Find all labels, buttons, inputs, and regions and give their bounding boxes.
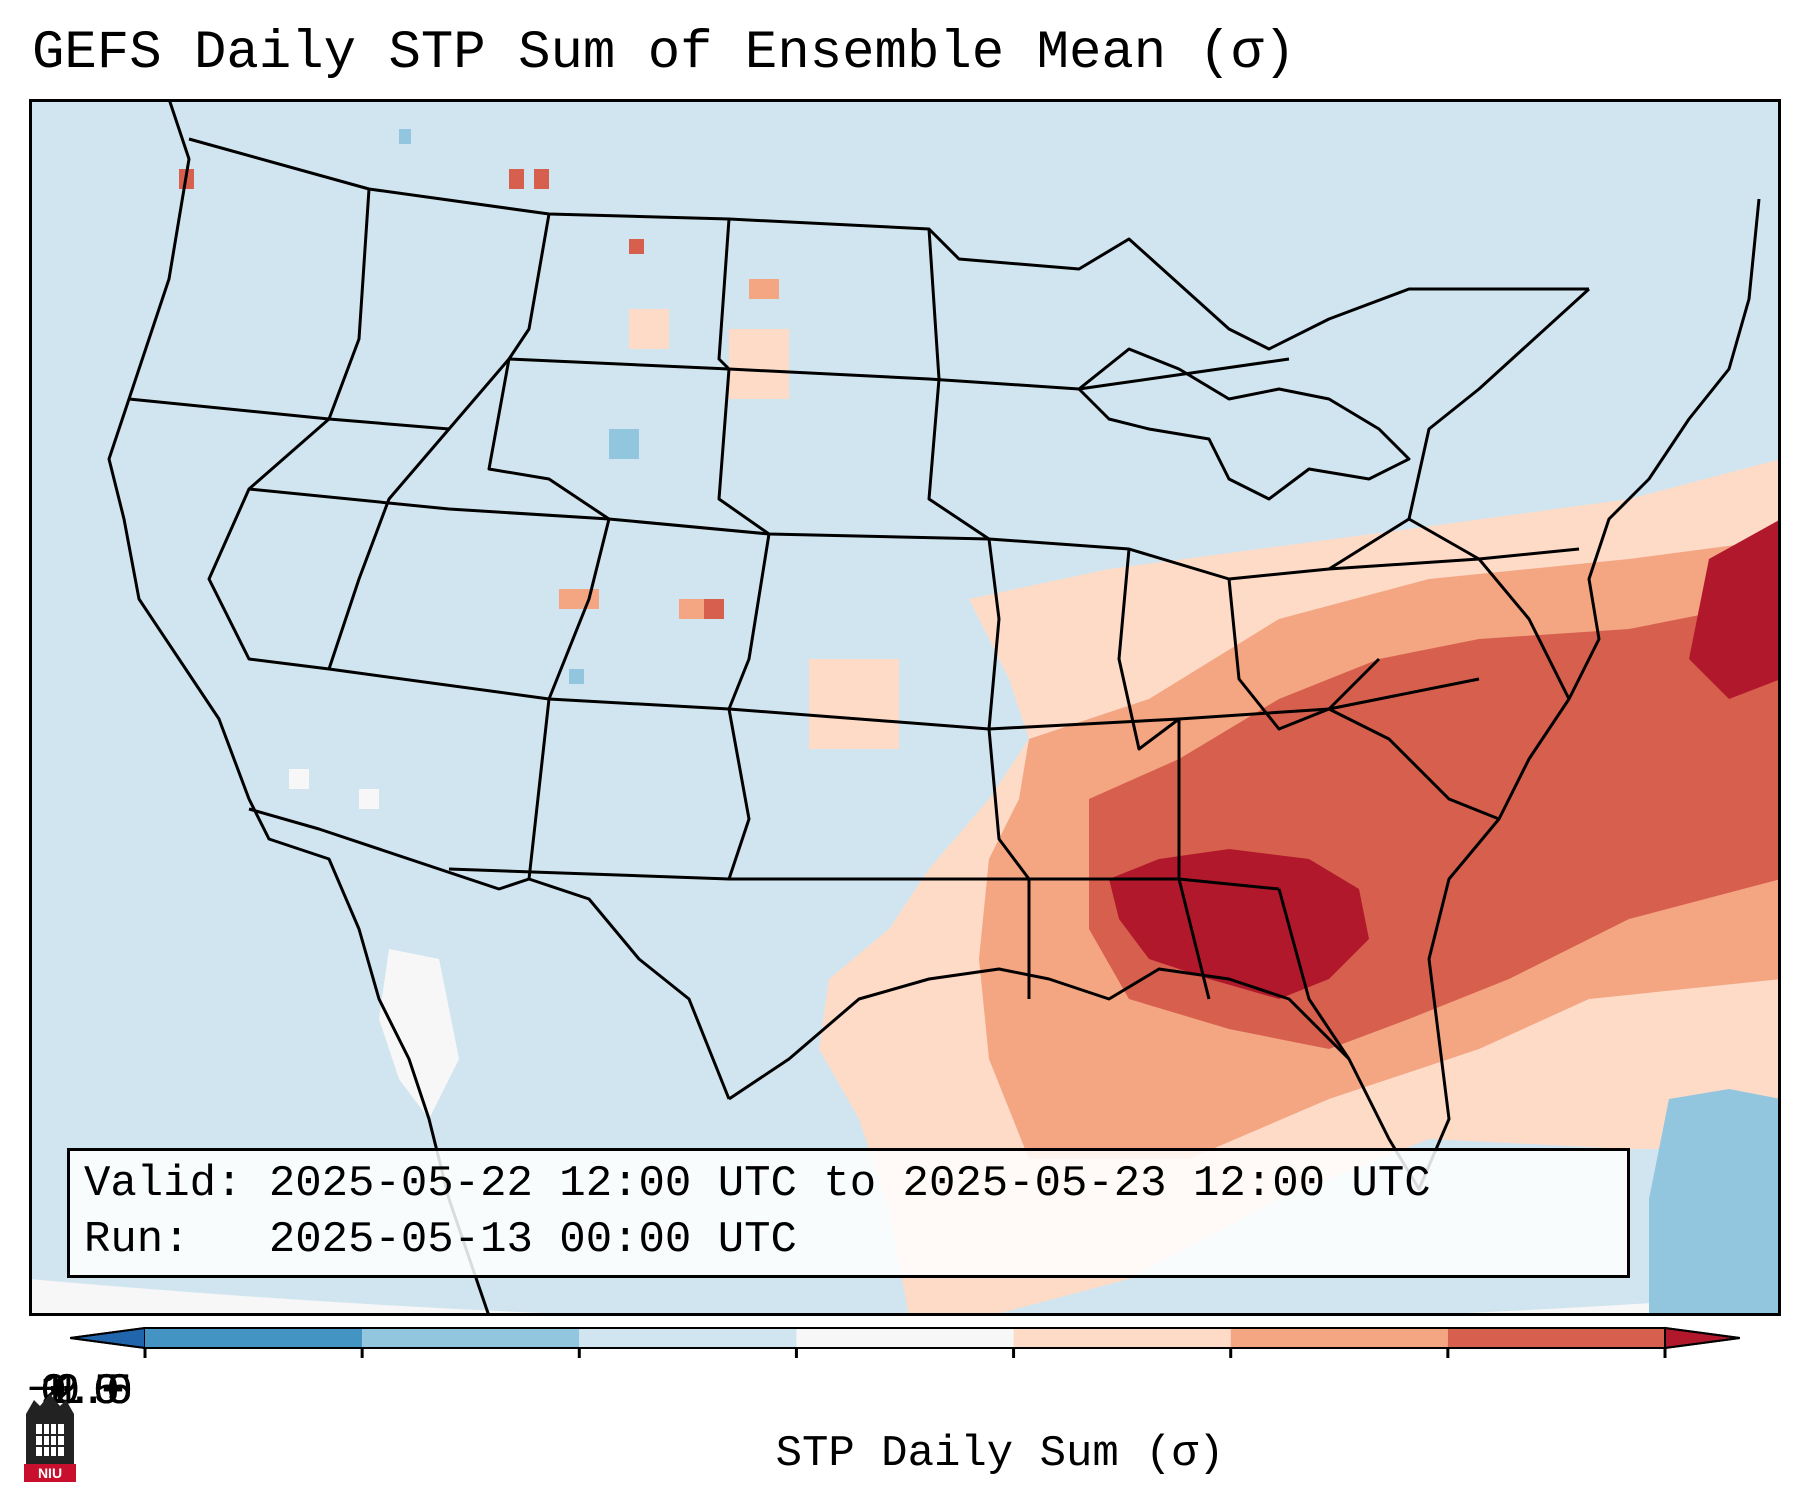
state-line: [927, 228, 1031, 999]
colorbar: [70, 1326, 1740, 1358]
anomaly-cell: [729, 329, 789, 399]
run-label: Run:: [84, 1215, 190, 1265]
anomaly-cell: [749, 279, 779, 299]
border-canada: [188, 137, 1589, 351]
border-mexico: [248, 807, 731, 1100]
anomaly-cell: [359, 789, 379, 809]
state-line: [1328, 707, 1500, 821]
anomaly-darkred-offshore: [1689, 519, 1781, 699]
state-line: [1277, 888, 1351, 1060]
boundaries: [107, 99, 1761, 1316]
anomaly-cell: [569, 669, 584, 684]
anomaly-darkred-region: [1109, 849, 1369, 999]
anomaly-cell: [399, 129, 411, 144]
state-line: [1407, 287, 1591, 520]
colorbar-extend-low: [70, 1326, 146, 1350]
coastline-gulf: [728, 198, 1761, 1191]
great-lakes-outline: [1077, 347, 1411, 501]
colorbar-segment: [579, 1328, 797, 1348]
anomaly-cell: [629, 309, 669, 349]
anomaly-cell: [509, 169, 524, 189]
anomaly-white-mexico: [379, 949, 459, 1119]
colorbar-label: STP Daily Sum (σ): [775, 1429, 1225, 1479]
anomaly-cell: [534, 169, 549, 189]
logo-text: NIU: [38, 1465, 62, 1481]
state-line: [487, 213, 611, 880]
colorbar-extend-high: [1664, 1326, 1740, 1350]
anomaly-cell: [809, 659, 899, 749]
colorbar-segment: [362, 1328, 580, 1348]
valid-label: Valid:: [84, 1159, 243, 1209]
colorbar-segment: [1230, 1328, 1448, 1348]
colorbar-segment: [796, 1328, 1014, 1348]
valid-value: 2025-05-22 12:00 UTC to 2025-05-23 12:00…: [268, 1159, 1431, 1209]
state-line: [207, 188, 451, 671]
colorbar-segments: [70, 1326, 1740, 1350]
anomaly-cell: [679, 599, 709, 619]
valid-line: Valid: 2025-05-22 12:00 UTC to 2025-05-2…: [84, 1157, 1431, 1211]
anomaly-cell: [289, 769, 309, 789]
anomaly-cell: [704, 599, 724, 619]
logo-window-grid: [36, 1424, 64, 1456]
state-line: [717, 218, 771, 880]
colorbar-segment: [1013, 1328, 1231, 1348]
colorbar-segment: [1447, 1328, 1665, 1348]
plot-title: GEFS Daily STP Sum of Ensemble Mean (σ): [32, 23, 1296, 84]
map-panel: [29, 99, 1781, 1316]
state-line: [1117, 548, 1211, 1000]
coastline-west: [107, 99, 491, 1316]
map-frame: [29, 99, 1781, 1316]
anomaly-cell: [609, 429, 639, 459]
anomaly-cell: [559, 589, 599, 609]
anomaly-cell: [629, 239, 644, 254]
colorbar-tick-marks: [143, 1348, 1667, 1358]
state-line: [1227, 578, 1381, 731]
anomaly-blue-offshore: [1649, 1089, 1781, 1316]
state-line: [1328, 517, 1571, 700]
logo-banner: [24, 1464, 76, 1482]
colorbar-segment: [145, 1328, 363, 1348]
projection-edge: [29, 1279, 1781, 1316]
run-line: Run: 2025-05-13 00:00 UTC: [84, 1213, 797, 1267]
run-value: 2025-05-13 00:00 UTC: [268, 1215, 797, 1265]
info-box: Valid: 2025-05-22 12:00 UTC to 2025-05-2…: [67, 1148, 1630, 1278]
state-line: [248, 487, 1580, 581]
stp-anomaly-field: [179, 129, 1781, 1316]
niu-logo: NIU: [24, 1394, 76, 1482]
state-line: [128, 357, 1290, 431]
